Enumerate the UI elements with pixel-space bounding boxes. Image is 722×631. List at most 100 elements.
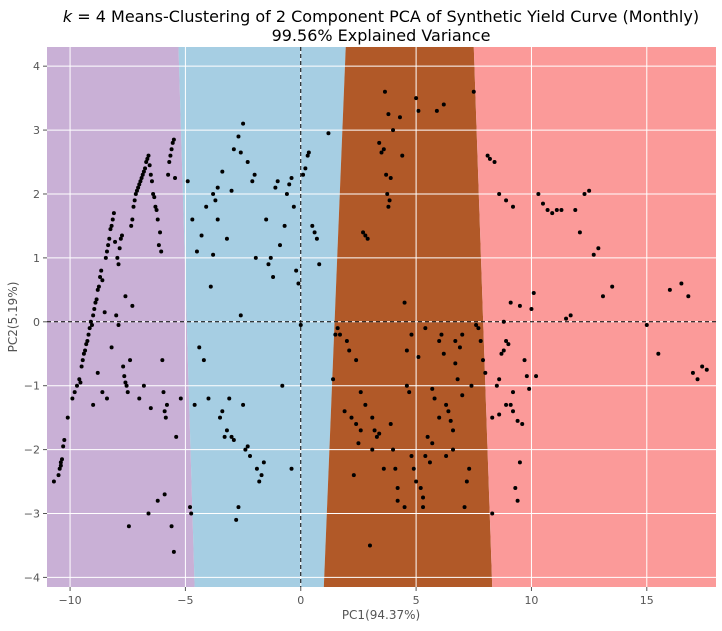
- data-point: [407, 390, 412, 395]
- data-point: [218, 415, 223, 420]
- data-point: [84, 342, 89, 347]
- data-point: [377, 431, 382, 436]
- data-point: [231, 438, 236, 443]
- data-point: [411, 466, 416, 471]
- cluster-regions: [47, 47, 716, 587]
- data-point: [151, 191, 156, 196]
- data-point: [264, 217, 269, 222]
- data-point: [469, 383, 474, 388]
- data-point: [476, 326, 481, 331]
- data-point: [301, 172, 306, 177]
- data-point: [695, 377, 700, 382]
- x-tick-label: 0: [297, 594, 304, 607]
- data-point: [162, 409, 167, 414]
- data-point: [314, 236, 319, 241]
- data-point: [596, 246, 601, 251]
- data-point: [306, 150, 311, 155]
- data-point: [95, 370, 100, 375]
- data-point: [164, 402, 169, 407]
- data-point: [356, 441, 361, 446]
- data-point: [385, 191, 390, 196]
- data-point: [130, 303, 135, 308]
- data-point: [520, 422, 525, 427]
- data-point: [273, 185, 278, 190]
- data-point: [220, 169, 225, 174]
- data-point: [382, 89, 387, 94]
- y-axis-ticks: −4 −3 −2 −1 0 1 2 3 4: [24, 60, 47, 584]
- data-point: [83, 348, 88, 353]
- data-point: [118, 236, 123, 241]
- data-point: [161, 390, 166, 395]
- data-point: [59, 457, 64, 462]
- data-point: [361, 230, 366, 235]
- data-point: [284, 191, 289, 196]
- data-point: [564, 316, 569, 321]
- data-point: [453, 338, 458, 343]
- data-point: [102, 310, 107, 315]
- data-point: [197, 345, 202, 350]
- data-point: [289, 466, 294, 471]
- data-point: [451, 447, 456, 452]
- x-tick-label: 5: [413, 594, 420, 607]
- data-point: [554, 207, 559, 212]
- data-point: [143, 166, 148, 171]
- data-point: [169, 524, 174, 529]
- data-point: [275, 179, 280, 184]
- data-point: [261, 460, 266, 465]
- data-point: [312, 230, 317, 235]
- data-point: [224, 236, 229, 241]
- data-point: [437, 338, 442, 343]
- data-point: [430, 441, 435, 446]
- data-points: [51, 89, 709, 554]
- data-point: [416, 108, 421, 113]
- data-point: [123, 380, 128, 385]
- region-cluster-3: [323, 47, 493, 587]
- data-point: [464, 479, 469, 484]
- data-point: [77, 377, 82, 382]
- data-point: [236, 134, 241, 139]
- data-point: [471, 89, 476, 94]
- data-point: [106, 243, 111, 248]
- region-cluster-1: [47, 47, 195, 587]
- data-point: [499, 351, 504, 356]
- region-cluster-2: [178, 47, 346, 587]
- data-point: [508, 300, 513, 305]
- data-point: [490, 415, 495, 420]
- data-point: [434, 108, 439, 113]
- data-point: [79, 364, 84, 369]
- data-point: [437, 415, 442, 420]
- data-point: [253, 255, 258, 260]
- data-point: [116, 262, 121, 267]
- data-point: [91, 313, 96, 318]
- data-point: [252, 172, 257, 177]
- data-point: [298, 322, 303, 327]
- data-point: [421, 495, 426, 500]
- data-point: [121, 364, 126, 369]
- data-point: [149, 179, 154, 184]
- data-point: [527, 386, 532, 391]
- data-point: [404, 348, 409, 353]
- data-point: [379, 150, 384, 155]
- data-point: [492, 160, 497, 165]
- data-point: [347, 348, 352, 353]
- data-point: [62, 438, 67, 443]
- data-point: [206, 396, 211, 401]
- data-point: [282, 223, 287, 228]
- data-point: [266, 262, 271, 267]
- data-point: [510, 409, 515, 414]
- data-point: [93, 300, 98, 305]
- data-point: [81, 351, 86, 356]
- data-point: [144, 160, 149, 165]
- data-point: [133, 191, 138, 196]
- x-tick-label: −10: [58, 594, 81, 607]
- data-point: [78, 380, 83, 385]
- data-point: [423, 326, 428, 331]
- data-point: [393, 466, 398, 471]
- data-point: [129, 223, 134, 228]
- data-point: [704, 367, 709, 372]
- y-tick-label: 3: [33, 124, 40, 137]
- data-point: [296, 281, 301, 286]
- data-point: [497, 377, 502, 382]
- data-point: [326, 131, 331, 136]
- data-point: [70, 396, 75, 401]
